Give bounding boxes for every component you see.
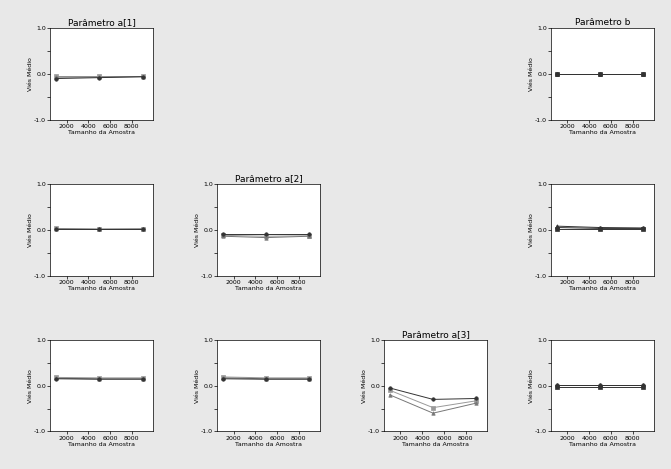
Y-axis label: Viés Médio: Viés Médio xyxy=(195,369,200,402)
Y-axis label: Viés Médio: Viés Médio xyxy=(529,369,533,402)
Title: Parâmetro a[3]: Parâmetro a[3] xyxy=(402,330,470,339)
Y-axis label: Viés Médio: Viés Médio xyxy=(195,213,200,247)
Y-axis label: Viés Médio: Viés Médio xyxy=(362,369,366,402)
Y-axis label: Viés Médio: Viés Médio xyxy=(529,213,533,247)
Title: Parâmetro b: Parâmetro b xyxy=(575,18,630,27)
Y-axis label: Viés Médio: Viés Médio xyxy=(28,57,33,91)
X-axis label: Tamanho da Amostra: Tamanho da Amostra xyxy=(402,442,469,447)
X-axis label: Tamanho da Amostra: Tamanho da Amostra xyxy=(569,130,636,136)
X-axis label: Tamanho da Amostra: Tamanho da Amostra xyxy=(569,286,636,291)
X-axis label: Tamanho da Amostra: Tamanho da Amostra xyxy=(68,286,136,291)
X-axis label: Tamanho da Amostra: Tamanho da Amostra xyxy=(236,286,303,291)
Y-axis label: Viés Médio: Viés Médio xyxy=(529,57,533,91)
X-axis label: Tamanho da Amostra: Tamanho da Amostra xyxy=(68,442,136,447)
Title: Parâmetro a[2]: Parâmetro a[2] xyxy=(235,174,303,183)
X-axis label: Tamanho da Amostra: Tamanho da Amostra xyxy=(569,442,636,447)
Y-axis label: Viés Médio: Viés Médio xyxy=(28,213,33,247)
Title: Parâmetro a[1]: Parâmetro a[1] xyxy=(68,18,136,27)
X-axis label: Tamanho da Amostra: Tamanho da Amostra xyxy=(236,442,303,447)
Y-axis label: Viés Médio: Viés Médio xyxy=(28,369,33,402)
X-axis label: Tamanho da Amostra: Tamanho da Amostra xyxy=(68,130,136,136)
